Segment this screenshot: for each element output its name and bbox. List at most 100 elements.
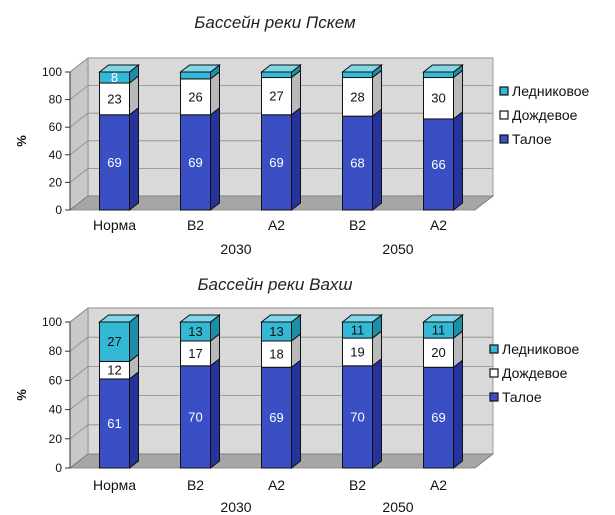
- bar-rain: [99, 82, 130, 116]
- data-label: 18: [269, 347, 283, 362]
- x-category-label: Норма: [93, 217, 136, 233]
- x-group-label: 2050: [382, 499, 413, 515]
- chart-panel-2: Бассейн реки Вахш 0 20 40 60 80 100% 61 12 27 Норм…: [14, 275, 580, 515]
- data-label: 30: [431, 91, 445, 106]
- bar-rain: [423, 77, 454, 120]
- data-label: 20: [431, 345, 445, 360]
- bar-melt-side: [129, 106, 139, 212]
- data-label: 26: [188, 89, 202, 104]
- y-tick-label: 60: [49, 120, 63, 134]
- bar-rain: [423, 337, 454, 368]
- data-label: 27: [269, 89, 283, 104]
- bar-glacier-top: [422, 314, 464, 323]
- x-category-label: Норма: [93, 477, 136, 493]
- bar-glacier: [99, 321, 130, 362]
- bar-glacier-top: [341, 314, 383, 323]
- legend-label: Ледниковое: [502, 341, 580, 357]
- bar-rain: [261, 77, 292, 116]
- gridline: [69, 57, 493, 73]
- x-category-label: B2: [187, 217, 204, 233]
- data-label: 70: [350, 409, 364, 424]
- bar-glacier-top: [260, 314, 302, 323]
- bar-glacier: [261, 71, 292, 79]
- x-category-label: B2: [349, 217, 366, 233]
- data-label: 66: [431, 157, 445, 172]
- bar-glacier-top: [98, 314, 140, 323]
- bar-melt-side: [453, 110, 463, 212]
- bar-rain-side: [291, 69, 301, 116]
- bar-glacier: [180, 71, 211, 80]
- bar-glacier: [423, 71, 454, 79]
- y-tick-label: 20: [49, 175, 63, 189]
- data-label: 11: [432, 323, 446, 338]
- data-label: 69: [107, 155, 121, 170]
- legend-swatch-melt: [499, 134, 509, 144]
- y-tick-label: 80: [49, 344, 63, 358]
- legend-label: Ледниковое: [512, 83, 590, 99]
- data-label: 69: [269, 410, 283, 425]
- data-label: 8: [111, 70, 118, 85]
- bar-melt-side: [291, 359, 301, 470]
- legend-swatch-glacier: [499, 86, 509, 96]
- plot-side-wall: [69, 307, 89, 469]
- legend-label: Дождевое: [512, 107, 578, 123]
- y-tick-label: 40: [49, 148, 63, 162]
- y-tick-label: 0: [55, 203, 62, 217]
- data-label: 69: [269, 155, 283, 170]
- bar-glacier-top: [179, 314, 221, 323]
- data-label: 23: [107, 91, 121, 106]
- bar-melt-side: [129, 370, 139, 470]
- data-label: 68: [350, 156, 364, 171]
- data-label: 19: [350, 344, 364, 359]
- chart-title: Бассейн реки Вахш: [197, 275, 352, 294]
- x-group-label: 2050: [382, 241, 413, 257]
- legend-swatch-rain: [499, 110, 509, 120]
- bar-rain: [180, 340, 211, 367]
- x-category-label: B2: [187, 477, 204, 493]
- data-label: 13: [188, 324, 202, 339]
- data-label: 69: [431, 410, 445, 425]
- bar-glacier-top: [98, 64, 140, 73]
- x-category-label: A2: [430, 477, 447, 493]
- y-tick-label: 100: [42, 65, 62, 79]
- legend-swatch-rain: [489, 368, 499, 378]
- y-tick-label: 0: [55, 461, 62, 475]
- bar-glacier-top: [179, 64, 221, 73]
- legend-label: Талое: [512, 131, 552, 147]
- bar-glacier: [342, 71, 373, 79]
- bar-melt: [261, 114, 292, 211]
- bar-melt-side: [372, 108, 382, 212]
- x-group-label: 2030: [220, 241, 251, 257]
- bar-melt-side: [210, 357, 220, 470]
- bar-melt-side: [291, 106, 301, 212]
- bar-glacier-top: [341, 64, 383, 73]
- data-label: 27: [107, 334, 121, 349]
- x-category-label: A2: [268, 217, 285, 233]
- bar-melt-side: [453, 359, 463, 470]
- x-group-label: 2030: [220, 499, 251, 515]
- y-tick-label: 100: [42, 315, 62, 329]
- bar-melt: [423, 366, 454, 469]
- gridline: [69, 307, 493, 323]
- chart-panel-1: Бассейн реки Пскем 0 20 40 60 80 100% 69 23 8 Норм…: [14, 13, 590, 257]
- data-label: 61: [107, 416, 121, 431]
- y-axis-label: %: [14, 389, 29, 401]
- bar-melt: [99, 114, 130, 211]
- data-label: 11: [351, 323, 365, 338]
- bar-glacier-top: [422, 64, 464, 73]
- data-label: 28: [350, 89, 364, 104]
- data-label: 13: [269, 324, 283, 339]
- bar-melt: [423, 118, 454, 211]
- bar-rain-side: [372, 69, 382, 118]
- y-tick-label: 20: [49, 432, 63, 446]
- y-tick-label: 60: [49, 373, 63, 387]
- y-axis-label: %: [14, 135, 29, 147]
- data-label: 69: [188, 155, 202, 170]
- bar-glacier-side: [129, 313, 139, 363]
- legend-label: Дождевое: [502, 365, 568, 381]
- chart-title: Бассейн реки Пскем: [194, 13, 356, 32]
- y-tick-label: 40: [49, 403, 63, 417]
- bar-melt-side: [210, 106, 220, 212]
- legend-label: Талое: [502, 389, 542, 405]
